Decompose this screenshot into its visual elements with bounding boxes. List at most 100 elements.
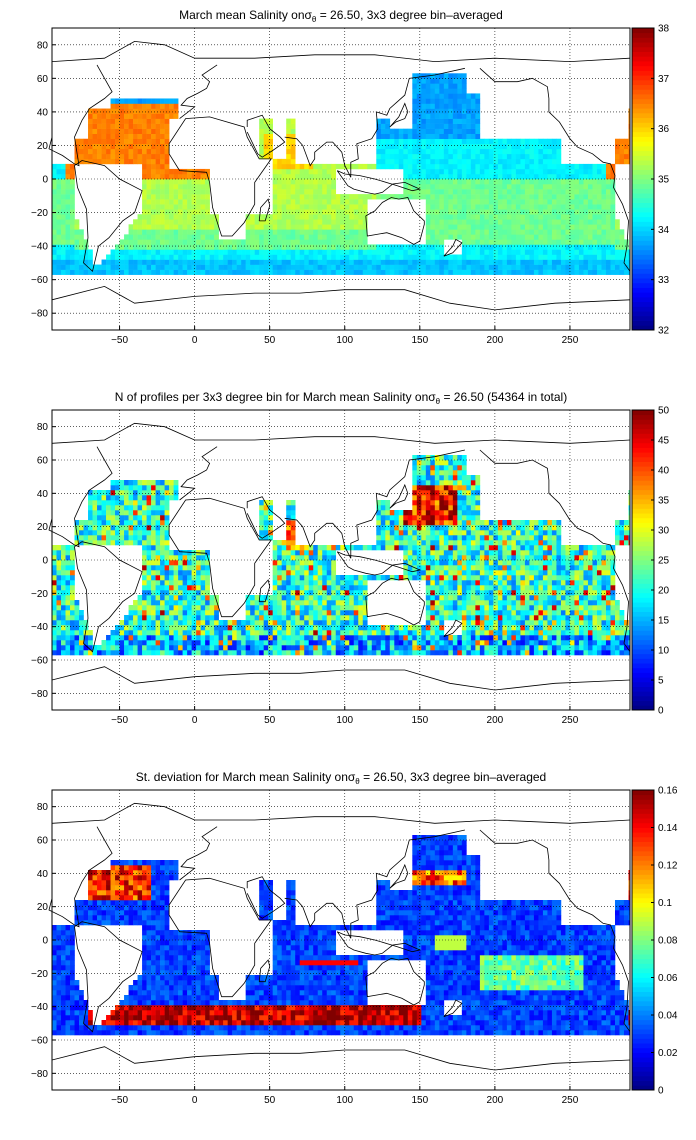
heat-cell [416,108,422,114]
heat-cell [88,650,93,656]
heat-cell [142,179,147,185]
heat-cell [443,269,449,275]
heat-cell [326,555,332,561]
heat-cell [178,555,183,561]
heat-cell [335,595,341,601]
heat-cell [173,560,179,566]
heat-cell [578,189,584,195]
heat-cell [452,269,458,275]
heat-cell [569,239,575,245]
coastline [389,102,409,128]
heat-cell [385,540,391,546]
heat-cell [466,98,472,104]
heat-cell [272,244,278,250]
heat-cell [254,239,260,245]
heat-cell [479,214,485,220]
heat-cell [583,168,589,175]
heat-cell [155,123,161,129]
heat-cell [200,585,206,591]
heat-cell [439,189,445,195]
heat-cell [403,630,409,636]
heat-cell [416,173,422,180]
heat-cell [623,158,629,165]
heat-cell [416,550,422,556]
heat-cell [277,173,282,180]
heat-cell [263,239,269,245]
heat-cell [434,595,440,601]
heat-cell [299,264,305,270]
heat-cell [317,595,323,601]
heat-cell [542,219,548,225]
heat-cell [295,575,301,581]
heat-cell [443,525,449,531]
heat-cell [164,259,170,265]
heat-cell [272,630,278,636]
heat-cell [182,645,188,651]
heat-cell [164,269,170,275]
heat-cell [124,640,129,646]
heat-cell [88,143,93,150]
heat-cell [299,184,305,190]
heat-cell [371,650,377,656]
heat-cell [61,590,66,596]
heat-cell [547,153,553,160]
heat-cell [488,163,494,170]
heat-cell [142,98,147,104]
heat-cell [268,510,273,516]
heat-cell [358,575,364,581]
heat-cell [538,269,544,275]
heat-cell [277,239,282,245]
heat-cell [416,83,422,89]
heat-cell [394,640,400,646]
heat-cell [425,540,431,546]
heat-cell [407,194,413,200]
heat-cell [448,73,454,79]
heat-cell [133,615,138,621]
heat-cell [173,570,179,576]
heat-cell [155,490,161,496]
heat-cell [133,158,138,165]
heat-cell [164,209,170,215]
heat-cell [205,194,210,200]
heat-cell [470,168,476,175]
heat-cell [155,184,161,190]
heat-cell [443,550,449,556]
coastline [168,116,272,237]
heat-cell [308,595,314,601]
heat-cell [277,625,282,631]
colorbar-segment [632,254,654,260]
heat-cell [124,515,129,521]
heat-cell [164,184,170,190]
heat-cell [452,138,458,145]
heat-cell [245,610,251,616]
heat-cell [565,163,571,170]
heat-cell [439,143,445,150]
heat-cell [574,209,580,215]
heat-cell [317,580,323,586]
heat-cell [241,625,246,631]
heat-cell [214,254,219,260]
heat-cell [133,640,138,646]
heat-cell [308,194,314,200]
heat-cell [560,259,566,265]
heat-cell [605,244,611,250]
heat-cell [313,209,319,215]
heat-cell [236,625,242,631]
heat-cell [88,249,93,255]
heat-cell [268,650,273,656]
heat-cell [443,143,449,150]
heat-cell [308,635,314,641]
heat-cell [610,249,616,255]
panel-title: March mean Salinity onσθ = 26.50, 3x3 de… [179,8,503,24]
heat-cell [425,565,431,571]
heat-cell [106,123,111,129]
heat-cell [389,515,395,521]
heat-cell [443,610,449,616]
heat-cell [529,179,535,185]
coastline [479,68,631,272]
heat-cell [394,525,400,531]
heat-cell [470,158,476,165]
heat-cell [142,194,147,200]
heat-cell [290,620,296,626]
heat-cell [263,525,269,531]
